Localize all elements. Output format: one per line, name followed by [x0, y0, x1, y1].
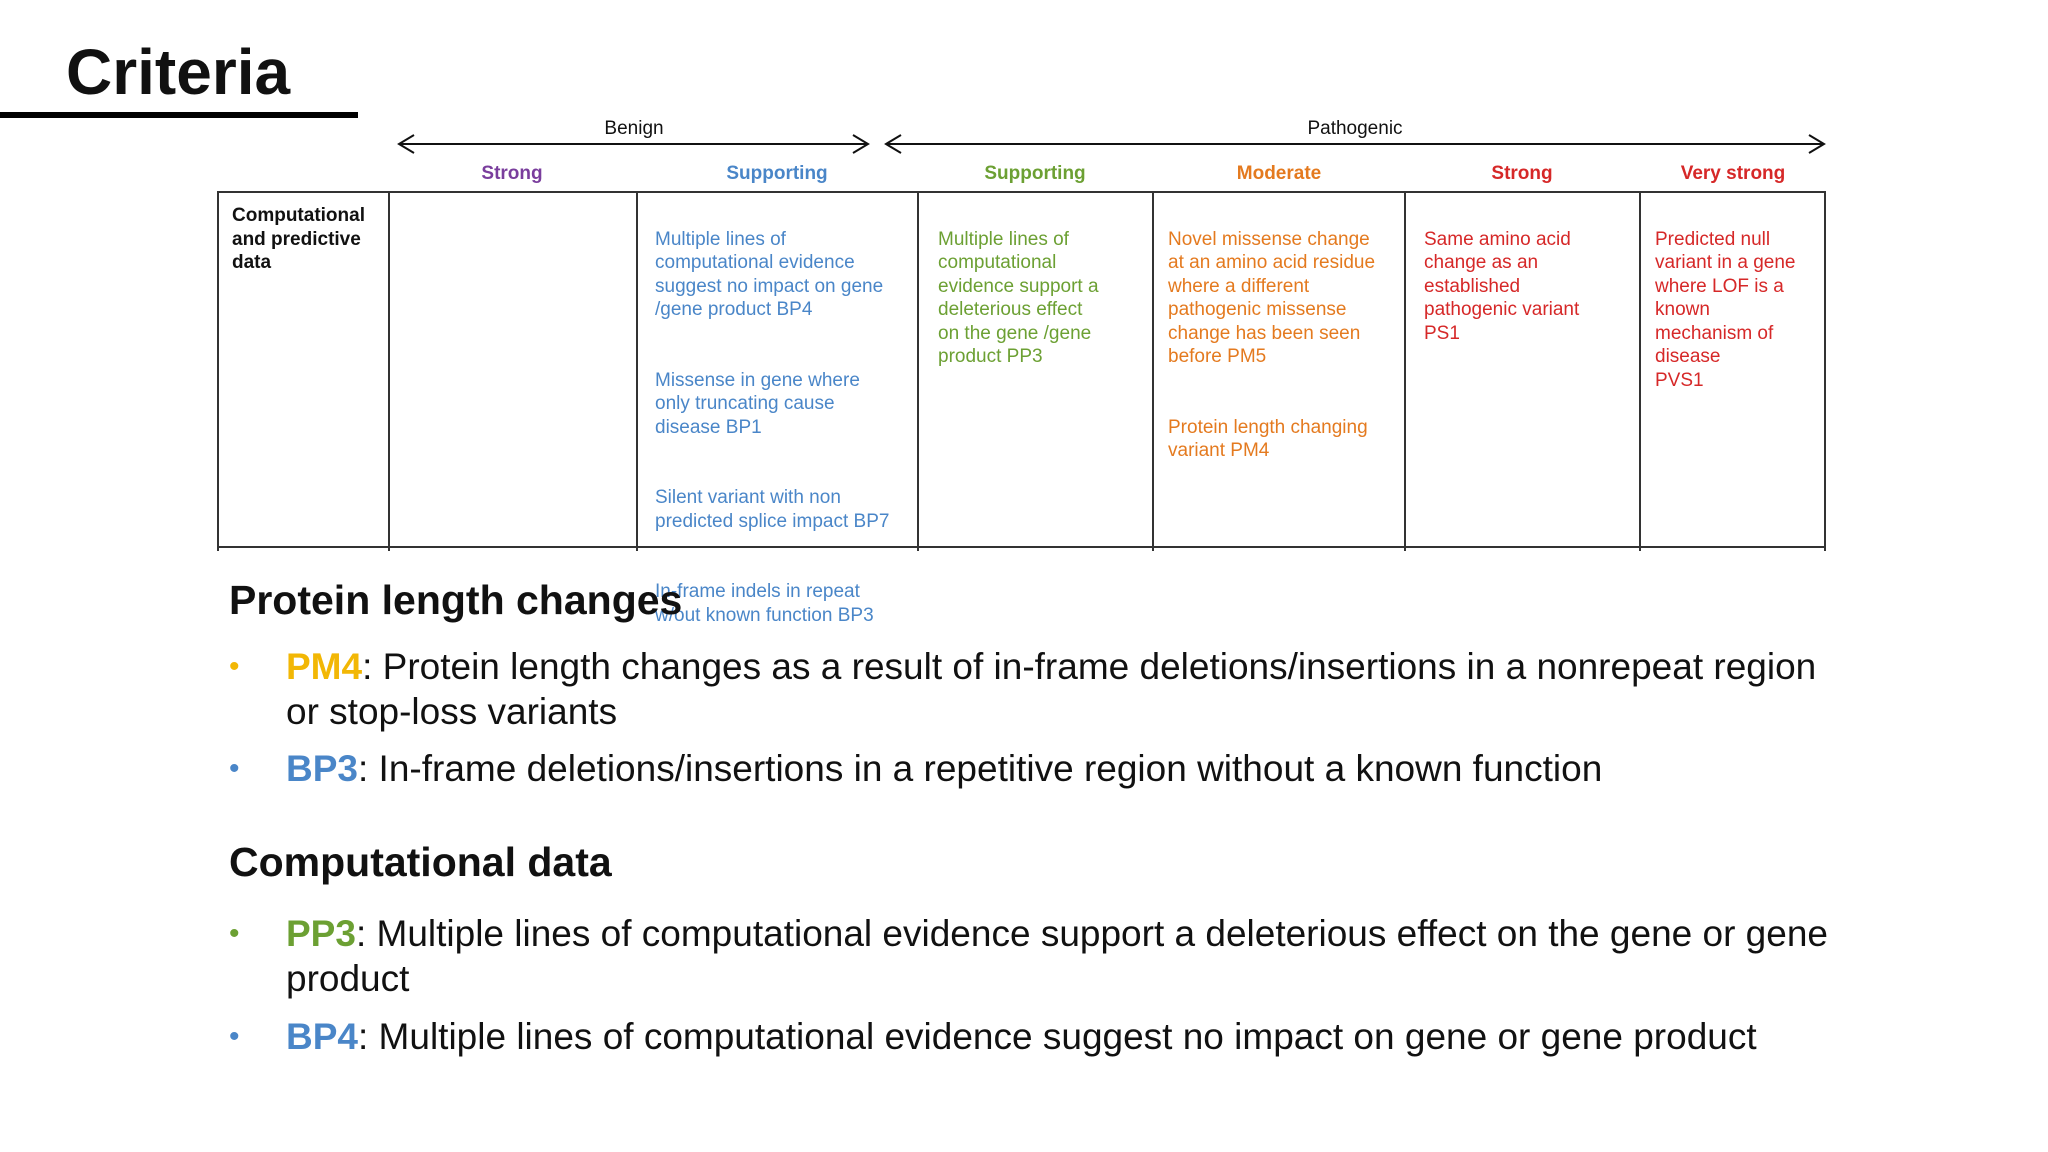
table-divider [388, 191, 390, 551]
bullet-description: : Multiple lines of computational eviden… [357, 1016, 1757, 1057]
header-benign-strong: Strong [481, 163, 543, 184]
code-pm4: PM4 [286, 646, 363, 687]
header-benign-supporting: Supporting [726, 163, 828, 184]
table-divider [1404, 191, 1406, 551]
bullet-dot-icon: • [229, 650, 240, 683]
header-very-strong: Very strong [1680, 163, 1786, 184]
table-divider [217, 191, 219, 551]
pathogenic-label: Pathogenic [1307, 118, 1403, 139]
bullet-description: : Protein length changes as a result of … [286, 646, 1817, 732]
title-underline [0, 112, 358, 118]
table-divider [1639, 191, 1641, 551]
criterion-pp3: Multiple lines of computational evidence… [938, 228, 1099, 368]
header-strong: Strong [1491, 163, 1553, 184]
header-path-supporting: Supporting [984, 163, 1086, 184]
bullet-dot-icon: • [229, 917, 240, 950]
criterion-bp4: Multiple lines of computational evidence… [655, 228, 884, 321]
criteria-table [217, 191, 1826, 548]
bullet-dot-icon: • [229, 1020, 240, 1053]
bullet-text: BP4: Multiple lines of computational evi… [286, 1014, 1846, 1059]
cell-moderate: Novel missense change at an amino acid r… [1168, 204, 1375, 510]
table-divider [1824, 191, 1826, 551]
table-divider [917, 191, 919, 551]
slide-title: Criteria [66, 36, 291, 108]
benign-label: Benign [604, 118, 664, 139]
row-label-computational: Computational and predictive data [232, 205, 365, 273]
section-heading-computational: Computational data [229, 839, 612, 885]
criterion-pm4: Protein length changing variant PM4 [1168, 416, 1368, 462]
code-bp3: BP3 [286, 748, 358, 789]
section-heading-protein-length: Protein length changes [229, 577, 683, 623]
cell-path-supporting: Multiple lines of computational evidence… [938, 204, 1099, 416]
table-divider [1152, 191, 1154, 551]
bullet-text: PP3: Multiple lines of computational evi… [286, 911, 1846, 1001]
evidence-scale-arrows [397, 134, 1826, 154]
bullet-dot-icon: • [229, 752, 240, 785]
code-bp4: BP4 [286, 1016, 358, 1057]
bullet-text: PM4: Protein length changes as a result … [286, 644, 1846, 734]
table-divider [636, 191, 638, 551]
criterion-ps1: Same amino acid change as an established… [1424, 228, 1580, 344]
criterion-pvs1: Predicted null variant in a gene where L… [1655, 228, 1796, 391]
code-pp3: PP3 [286, 913, 356, 954]
cell-benign-supporting: Multiple lines of computational evidence… [655, 204, 889, 674]
cell-very-strong: Predicted null variant in a gene where L… [1655, 204, 1796, 439]
criterion-bp3: In-frame indels in repeat w/out known fu… [655, 581, 874, 626]
cell-strong: Same amino acid change as an established… [1424, 204, 1579, 392]
criterion-bp1: Missense in gene where only truncating c… [655, 369, 860, 438]
bullet-description: : In-frame deletions/insertions in a rep… [357, 748, 1603, 789]
bullet-text: BP3: In-frame deletions/insertions in a … [286, 746, 1846, 791]
criterion-bp7: Silent variant with non predicted splice… [655, 487, 890, 532]
header-moderate: Moderate [1236, 163, 1322, 184]
bullet-description: : Multiple lines of computational eviden… [286, 913, 1828, 999]
criterion-pm5: Novel missense change at an amino acid r… [1168, 228, 1376, 368]
